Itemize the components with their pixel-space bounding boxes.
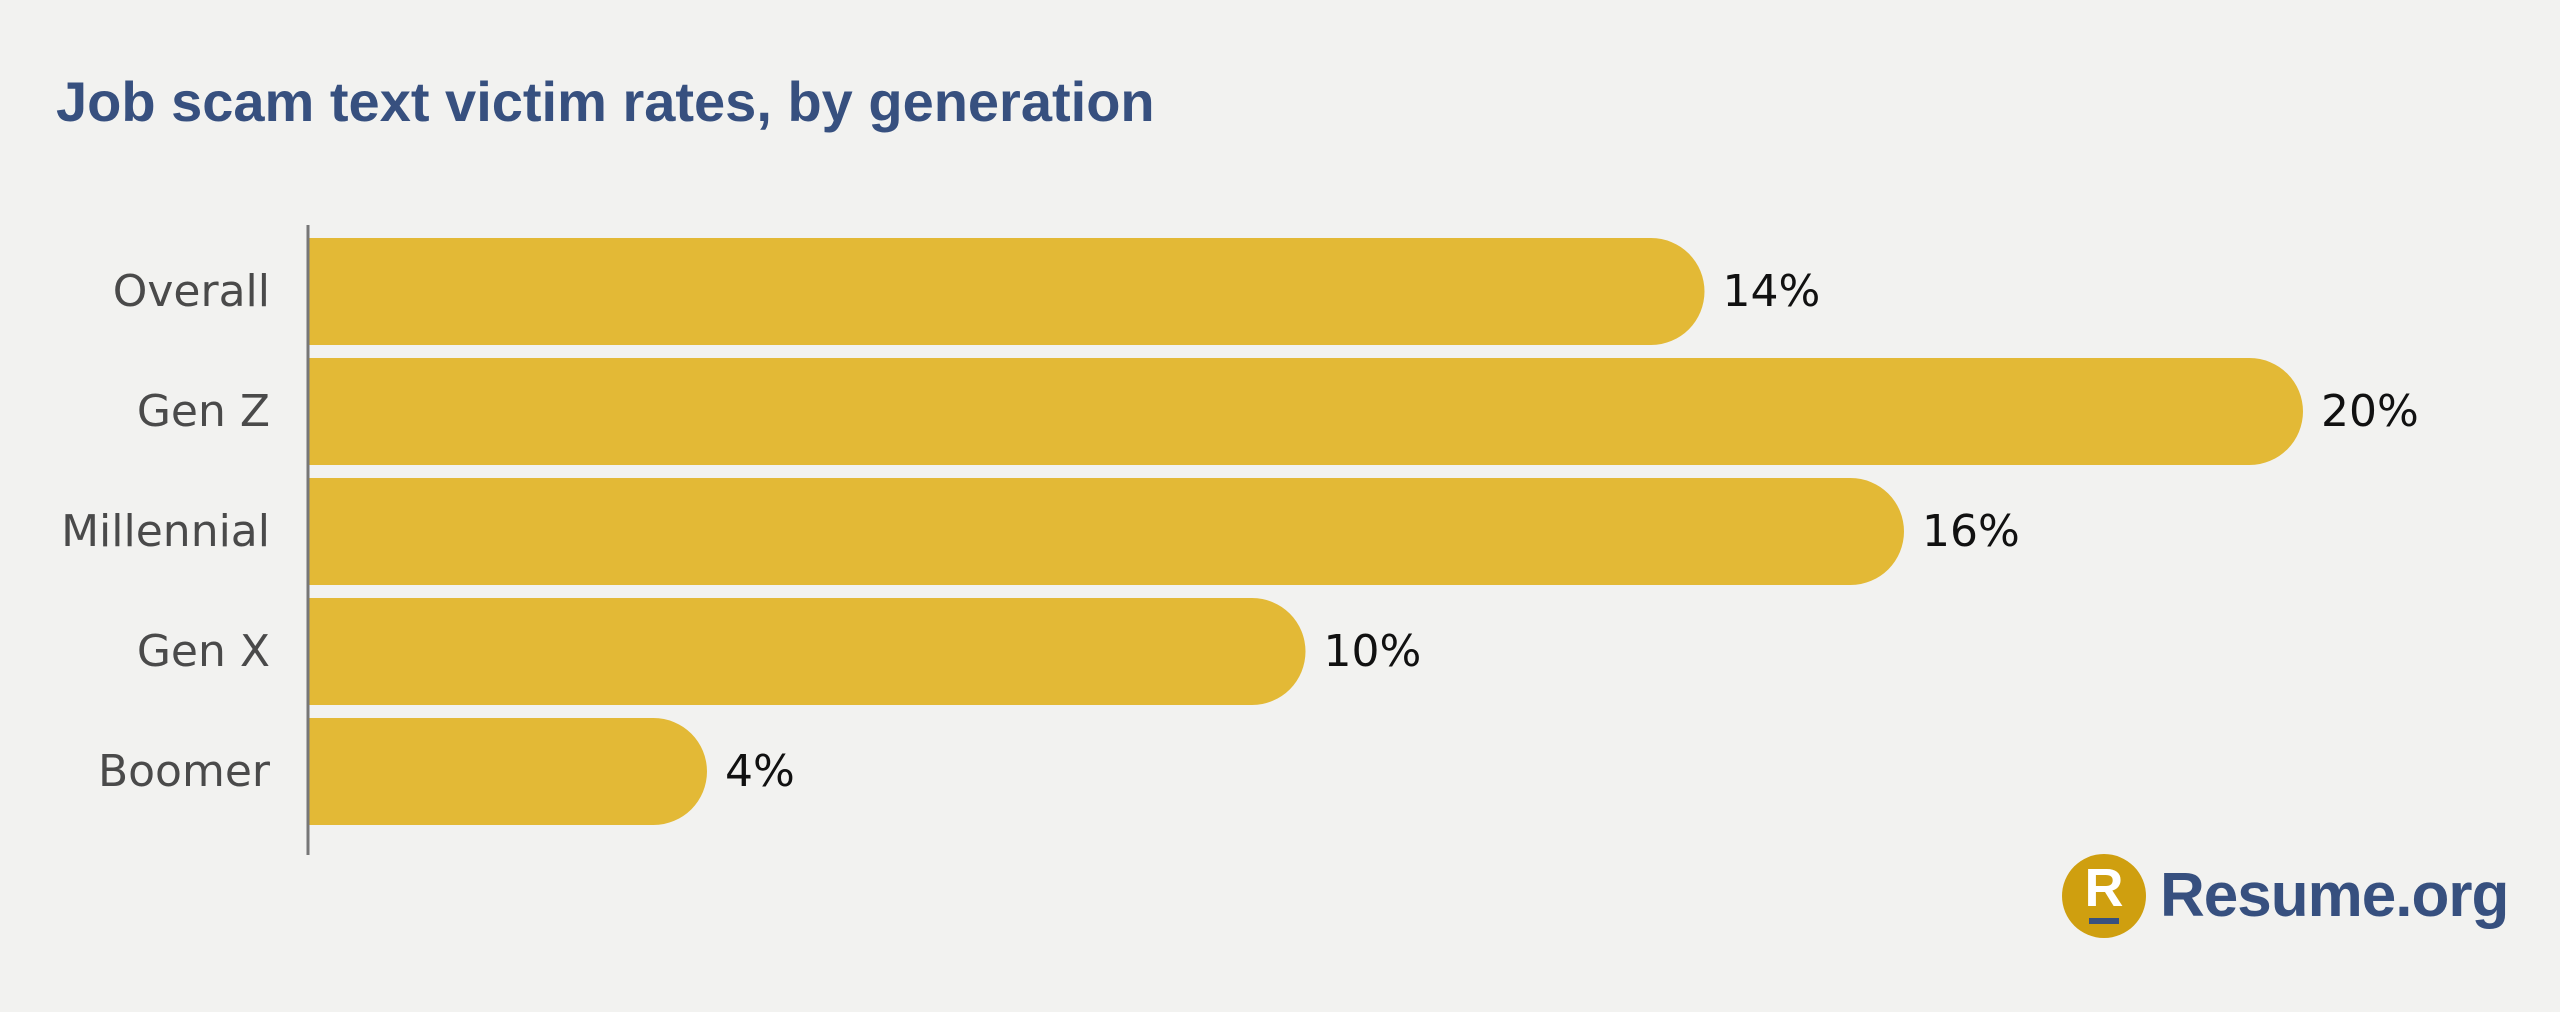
value-label-gen-z: 20% bbox=[2321, 386, 2419, 437]
category-label-gen-x: Gen X bbox=[137, 626, 270, 677]
bar-boomer bbox=[308, 718, 707, 825]
resume-org-logo-icon: R bbox=[2062, 854, 2146, 938]
bar-millennial bbox=[308, 478, 1904, 585]
bar-gen-x bbox=[308, 598, 1306, 705]
bar-overall bbox=[308, 238, 1705, 345]
category-label-overall: Overall bbox=[113, 266, 270, 317]
logo-letter: R bbox=[2084, 858, 2124, 918]
value-labels-group: 14% 20% 16% 10% 4% bbox=[725, 266, 2419, 797]
category-label-millennial: Millennial bbox=[61, 506, 270, 557]
category-label-boomer: Boomer bbox=[98, 746, 271, 797]
value-label-overall: 14% bbox=[1723, 266, 1821, 317]
category-labels-group: Overall Gen Z Millennial Gen X Boomer bbox=[61, 266, 271, 797]
value-label-boomer: 4% bbox=[725, 746, 795, 797]
logo-underline bbox=[2089, 918, 2119, 924]
value-label-gen-x: 10% bbox=[1324, 626, 1422, 677]
bar-gen-z bbox=[308, 358, 2303, 465]
logo-text: Resume.org bbox=[2160, 861, 2509, 930]
brand-logo: R Resume.org bbox=[2062, 854, 2509, 938]
category-label-gen-z: Gen Z bbox=[137, 386, 270, 437]
chart-title: Job scam text victim rates, by generatio… bbox=[56, 70, 1155, 133]
bars-group bbox=[308, 238, 2303, 825]
value-label-millennial: 16% bbox=[1922, 506, 2020, 557]
